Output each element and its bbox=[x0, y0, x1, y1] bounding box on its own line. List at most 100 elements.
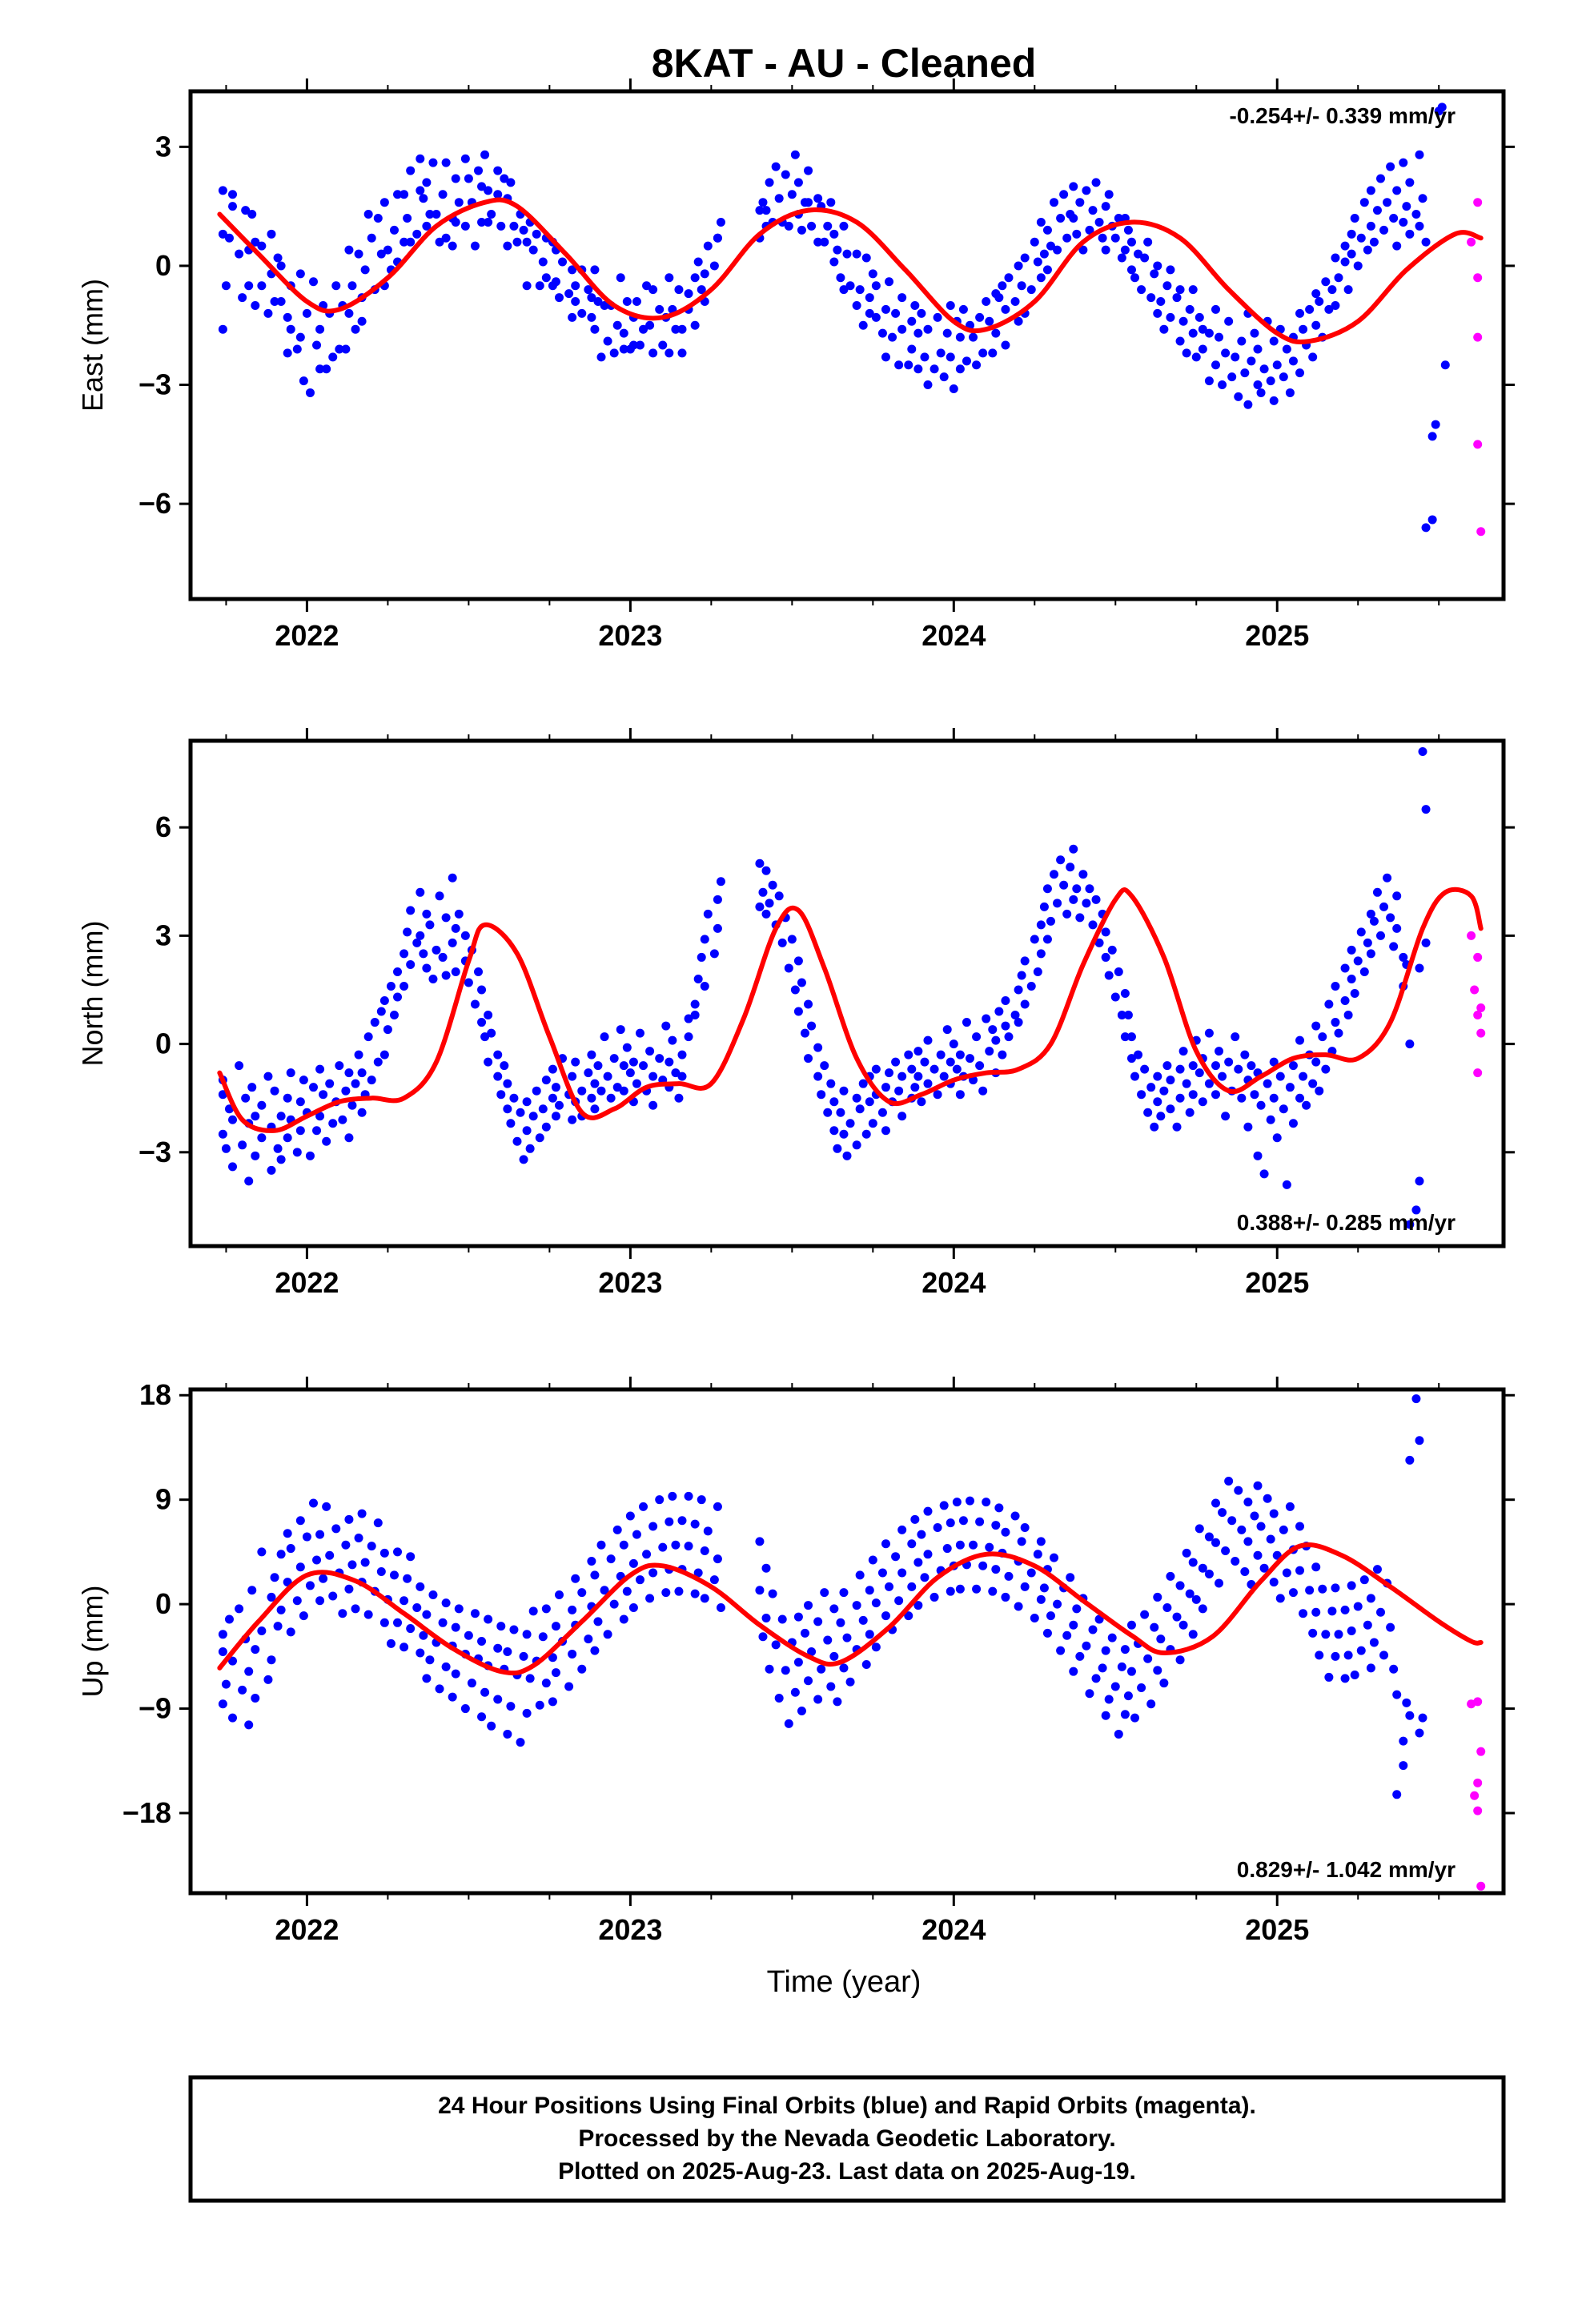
up-final-point bbox=[379, 1618, 389, 1627]
north-final-point bbox=[528, 1112, 538, 1121]
up-final-point bbox=[1072, 1604, 1082, 1614]
up-final-point bbox=[1386, 1622, 1395, 1632]
east-final-point bbox=[228, 202, 238, 211]
north-final-point bbox=[923, 1079, 933, 1088]
east-final-point bbox=[868, 269, 877, 279]
up-final-point bbox=[1237, 1525, 1247, 1534]
east-final-point bbox=[1036, 217, 1046, 227]
up-final-point bbox=[628, 1602, 638, 1612]
north-final-point bbox=[519, 1155, 528, 1164]
up-final-point bbox=[1001, 1527, 1010, 1537]
east-rate-label: -0.254+/- 0.339 mm/yr bbox=[1229, 103, 1456, 128]
north-final-point bbox=[1288, 1119, 1298, 1128]
north-final-point bbox=[596, 1086, 606, 1096]
north-final-point bbox=[1311, 1021, 1321, 1031]
east-final-point bbox=[1069, 182, 1078, 191]
up-final-point bbox=[619, 1614, 628, 1624]
north-final-point bbox=[1175, 1064, 1185, 1074]
up-frame bbox=[188, 1387, 1506, 1896]
east-final-point bbox=[224, 233, 234, 243]
east-final-point bbox=[1273, 0, 1282, 5]
east-final-point bbox=[1140, 253, 1150, 263]
north-final-point bbox=[1211, 1090, 1220, 1100]
north-final-point bbox=[1066, 862, 1075, 872]
north-final-point bbox=[416, 931, 425, 940]
up-fit-curve bbox=[217, 1542, 1484, 1676]
up-final-point bbox=[1285, 1502, 1295, 1511]
east-final-point bbox=[584, 285, 593, 295]
north-final-point bbox=[949, 1039, 958, 1049]
east-final-point bbox=[587, 293, 596, 303]
north-final-point bbox=[1457, 0, 1466, 5]
east-final-point bbox=[1321, 277, 1331, 287]
east-final-point bbox=[1130, 273, 1140, 283]
north-final-point bbox=[587, 1050, 596, 1059]
north-final-point bbox=[1224, 1057, 1234, 1067]
north-final-point bbox=[855, 1104, 865, 1114]
north-final-point bbox=[1117, 1011, 1126, 1020]
up-final-point bbox=[703, 1526, 713, 1536]
up-final-point bbox=[1117, 1662, 1126, 1671]
east-final-point bbox=[454, 198, 464, 207]
north-final-point bbox=[493, 1072, 503, 1081]
east-final-point bbox=[590, 265, 600, 275]
east-final-point bbox=[496, 0, 505, 5]
north-fit-curve bbox=[217, 887, 1484, 1133]
north-final-point bbox=[548, 1064, 557, 1074]
up-final-point bbox=[1188, 1558, 1198, 1567]
east-final-point bbox=[244, 281, 254, 291]
north-final-point bbox=[386, 981, 396, 991]
north-final-point bbox=[406, 906, 416, 915]
up-final-point bbox=[1441, 0, 1450, 5]
east-final-point bbox=[1182, 348, 1191, 358]
north-final-point bbox=[247, 1083, 257, 1092]
up-final-point bbox=[852, 1601, 861, 1610]
up-rapid-point bbox=[1476, 1747, 1486, 1756]
north-final-point bbox=[616, 1025, 625, 1035]
up-final-point bbox=[697, 1495, 706, 1505]
east-final-point bbox=[978, 348, 988, 358]
north-final-point bbox=[1250, 1090, 1259, 1100]
east-final-point bbox=[357, 316, 367, 326]
north-final-point bbox=[703, 909, 713, 919]
east-final-point bbox=[441, 233, 451, 243]
up-final-point bbox=[668, 1491, 677, 1501]
east-final-point bbox=[648, 285, 658, 295]
north-final-point bbox=[335, 1061, 344, 1071]
up-final-point bbox=[325, 1550, 335, 1560]
up-final-point bbox=[1321, 1630, 1331, 1639]
north-final-point bbox=[635, 1028, 644, 1038]
north-final-point bbox=[1389, 942, 1399, 951]
up-final-point bbox=[315, 1596, 325, 1606]
east-final-point bbox=[958, 304, 968, 314]
north-final-point bbox=[955, 1050, 965, 1059]
up-final-point bbox=[516, 1738, 525, 1747]
up-final-point bbox=[519, 1651, 528, 1661]
up-final-point bbox=[1311, 1607, 1321, 1617]
up-final-point bbox=[363, 1610, 373, 1619]
north-final-point bbox=[1042, 884, 1052, 894]
up-final-point bbox=[1221, 1546, 1231, 1555]
up-final-point bbox=[622, 1586, 632, 1596]
up-final-point bbox=[1091, 1674, 1101, 1683]
up-final-point bbox=[568, 1649, 577, 1659]
up-final-point bbox=[969, 1540, 978, 1550]
north-final-point bbox=[787, 935, 797, 944]
up-final-point bbox=[700, 1594, 709, 1603]
up-final-point bbox=[917, 1530, 926, 1539]
up-final-point bbox=[635, 1575, 644, 1585]
up-final-point bbox=[312, 1555, 322, 1565]
north-rapid-point bbox=[1473, 1068, 1483, 1078]
up-final-point bbox=[496, 1622, 506, 1631]
east-final-point bbox=[765, 178, 774, 187]
north-final-point bbox=[904, 1050, 913, 1059]
east-final-point bbox=[1269, 336, 1279, 346]
east-xtick-label: 2024 bbox=[921, 619, 986, 652]
up-final-point bbox=[1376, 1607, 1386, 1617]
north-final-point bbox=[393, 992, 403, 1002]
north-rapid-point bbox=[1473, 952, 1483, 962]
up-final-point bbox=[448, 1692, 457, 1702]
north-xtick-label: 2024 bbox=[921, 1266, 986, 1299]
east-rapid-point bbox=[1473, 273, 1483, 283]
east-final-point bbox=[920, 352, 930, 362]
